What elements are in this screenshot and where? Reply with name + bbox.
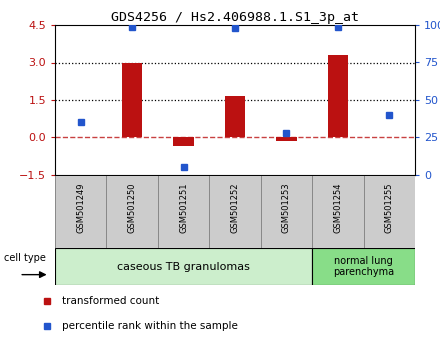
Text: percentile rank within the sample: percentile rank within the sample: [62, 320, 238, 331]
Bar: [327, 55, 348, 137]
Text: transformed count: transformed count: [62, 296, 160, 307]
Text: GSM501252: GSM501252: [231, 183, 239, 233]
FancyBboxPatch shape: [55, 248, 312, 285]
FancyBboxPatch shape: [55, 175, 106, 248]
Text: GSM501253: GSM501253: [282, 183, 291, 233]
Text: GSM501249: GSM501249: [76, 183, 85, 233]
FancyBboxPatch shape: [312, 175, 363, 248]
Text: GSM501254: GSM501254: [334, 183, 342, 233]
Bar: [122, 63, 143, 137]
Bar: [173, 137, 194, 146]
FancyBboxPatch shape: [363, 175, 415, 248]
Bar: [225, 96, 245, 137]
Bar: [276, 137, 297, 141]
Text: GSM501250: GSM501250: [128, 183, 137, 233]
Text: cell type: cell type: [4, 253, 46, 263]
FancyBboxPatch shape: [209, 175, 261, 248]
FancyBboxPatch shape: [261, 175, 312, 248]
FancyBboxPatch shape: [158, 175, 209, 248]
Text: GSM501251: GSM501251: [179, 183, 188, 233]
Title: GDS4256 / Hs2.406988.1.S1_3p_at: GDS4256 / Hs2.406988.1.S1_3p_at: [111, 11, 359, 24]
Text: normal lung
parenchyma: normal lung parenchyma: [333, 256, 394, 277]
FancyBboxPatch shape: [106, 175, 158, 248]
Text: GSM501255: GSM501255: [385, 183, 394, 233]
Text: caseous TB granulomas: caseous TB granulomas: [117, 262, 250, 272]
FancyBboxPatch shape: [312, 248, 415, 285]
